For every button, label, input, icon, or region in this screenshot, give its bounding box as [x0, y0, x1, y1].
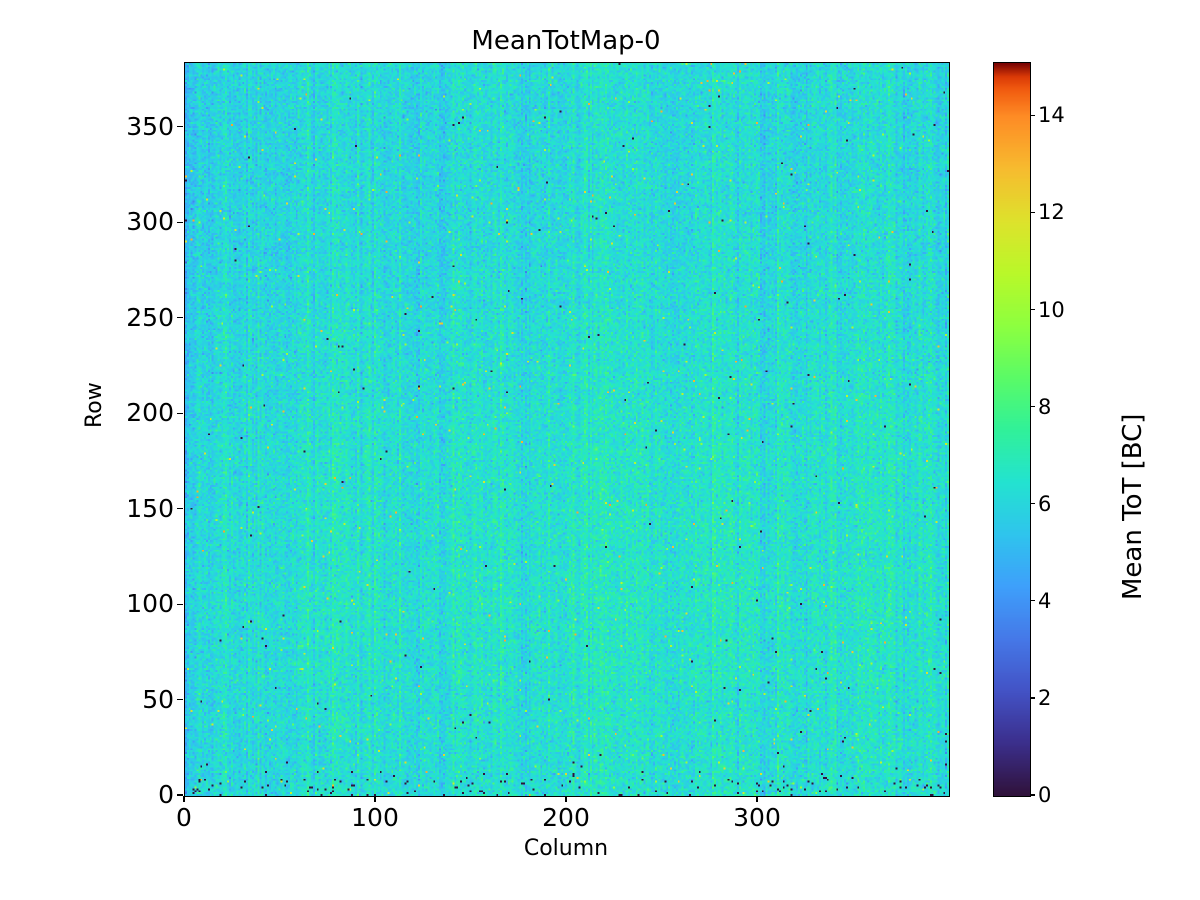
y-tick-label: 100 [126, 589, 174, 619]
colorbar-tick-label: 0 [1038, 783, 1052, 807]
colorbar-tick-label: 4 [1038, 588, 1052, 613]
y-tick-label: 0 [158, 780, 174, 809]
x-axis-label: Column [523, 836, 609, 861]
colorbar-tick-label: 6 [1038, 491, 1052, 516]
colorbar-tick-label: 12 [1038, 200, 1065, 225]
colorbar-tick-mark [1030, 600, 1036, 602]
colorbar-gradient[interactable] [994, 63, 1030, 796]
x-tick-mark [183, 796, 185, 803]
colorbar-tick-mark [1030, 211, 1036, 214]
y-tick-mark [177, 221, 184, 223]
colorbar-tick-mark [1030, 697, 1036, 699]
colorbar-tick-mark [1030, 406, 1036, 408]
y-tick-label: 250 [126, 302, 174, 332]
colorbar-tick-label: 8 [1038, 394, 1052, 419]
x-tick-label: 300 [733, 803, 781, 832]
heatmap-axes[interactable] [184, 62, 950, 797]
colorbar-tick-label: 2 [1038, 685, 1052, 710]
colorbar-tick-label: 14 [1038, 103, 1065, 128]
x-tick-mark [756, 796, 758, 803]
heatmap-image[interactable] [185, 63, 949, 796]
y-tick-label: 150 [126, 493, 174, 523]
colorbar-tick-mark [1030, 794, 1036, 796]
colorbar[interactable] [993, 62, 1031, 797]
y-tick-mark [177, 698, 184, 701]
x-tick-label: 0 [176, 803, 192, 832]
y-tick-mark [177, 317, 184, 319]
y-tick-mark [177, 794, 184, 796]
y-tick-mark [177, 508, 184, 510]
colorbar-tick-mark [1030, 114, 1036, 116]
x-tick-mark [374, 796, 376, 803]
y-tick-label: 50 [142, 684, 174, 714]
y-tick-label: 300 [126, 207, 174, 237]
x-tick-label: 200 [542, 803, 590, 832]
colorbar-tick-label: 10 [1038, 297, 1065, 322]
colorbar-tick-mark [1030, 503, 1036, 505]
colorbar-label: Mean ToT [BC] [1118, 413, 1148, 600]
y-tick-mark [177, 412, 184, 414]
x-tick-label: 100 [351, 803, 399, 832]
page-title: MeanTotMap-0 [471, 26, 661, 56]
y-tick-label: 200 [126, 398, 174, 428]
y-axis-label: Row [82, 382, 107, 428]
x-tick-mark [565, 796, 567, 803]
colorbar-tick-mark [1030, 308, 1036, 311]
y-tick-label: 350 [126, 111, 174, 141]
y-tick-mark [177, 603, 184, 605]
y-tick-mark [177, 126, 184, 128]
